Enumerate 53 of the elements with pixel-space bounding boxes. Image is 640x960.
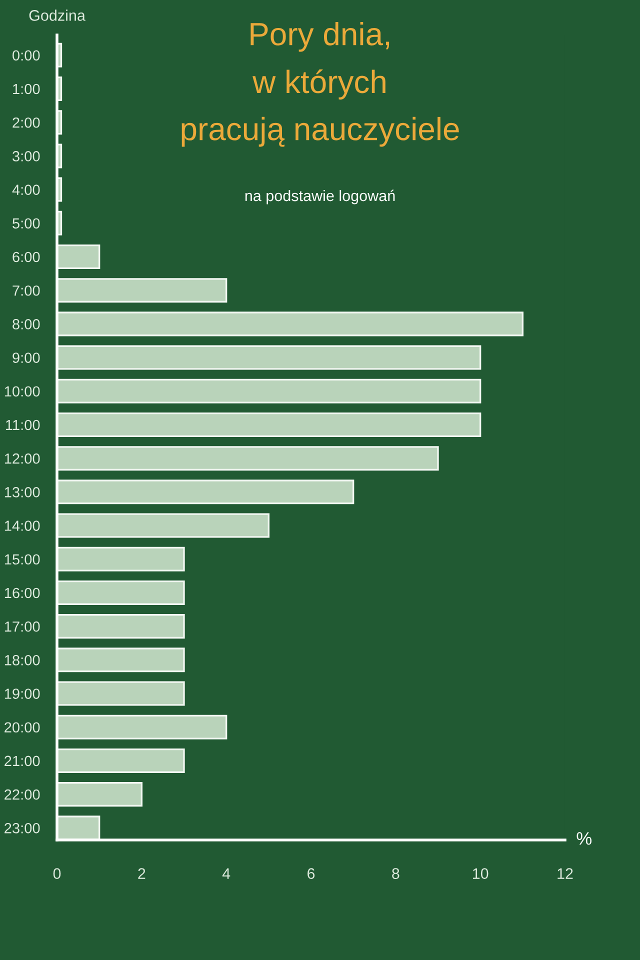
bar	[57, 816, 100, 840]
y-tick-label: 0:00	[12, 50, 40, 61]
x-tick-label: 10	[473, 868, 488, 879]
y-tick-label: 19:00	[4, 688, 40, 699]
y-tick-label: 8:00	[12, 319, 40, 330]
bar	[57, 513, 270, 538]
y-tick-label: 6:00	[12, 252, 40, 262]
text: Pory dnia, w których pracują nauczyciele	[182, 22, 459, 147]
y-tick-label: 3:00	[12, 151, 40, 162]
bar	[57, 312, 524, 336]
x-tick-label: 4	[222, 868, 230, 879]
y-tick-label: 15:00	[4, 554, 40, 565]
x-tick-label: 6	[308, 868, 315, 879]
y-tick-label: 4:00	[12, 184, 40, 195]
y-tick-label: 14:00	[4, 520, 40, 531]
y-tick-label: 22:00	[4, 789, 40, 800]
bar	[57, 546, 185, 572]
bar	[57, 278, 228, 303]
x-tick-label: 0	[53, 868, 61, 879]
y-tick-label: 10:00	[4, 386, 40, 397]
y-tick-label: 23:00	[4, 823, 40, 834]
bar	[57, 345, 482, 370]
bar	[57, 580, 185, 605]
x-axis-title: %	[576, 832, 592, 845]
bar	[57, 378, 482, 404]
y-tick-label: 20:00	[4, 722, 40, 733]
bar	[57, 714, 228, 740]
y-tick-label: 17:00	[4, 621, 40, 632]
bar	[57, 446, 439, 471]
y-tick-label: 21:00	[4, 756, 40, 766]
bar	[57, 614, 185, 639]
bar	[57, 244, 100, 270]
x-tick-label: 12	[558, 868, 573, 879]
y-tick-label: 9:00	[12, 352, 40, 363]
bar	[57, 480, 354, 504]
bar	[57, 412, 482, 437]
y-tick-label: 5:00	[12, 218, 40, 229]
y-tick-label: 12:00	[4, 453, 40, 464]
bar	[57, 748, 185, 773]
y-tick-label: 2:00	[12, 117, 40, 128]
y-tick-label: 11:00	[6, 420, 40, 430]
y-axis-title: Godzina	[29, 10, 86, 21]
bar	[57, 648, 185, 672]
x-tick-label: 8	[392, 868, 400, 879]
y-tick-label: 1:00	[13, 84, 40, 94]
y-tick-label: 13:00	[4, 487, 40, 498]
x-tick-label: 2	[138, 868, 146, 879]
y-tick-label: 18:00	[4, 655, 40, 666]
y-tick-label: 16:00	[4, 588, 40, 598]
bar	[57, 782, 142, 807]
y-tick-label: 7:00	[12, 285, 40, 296]
text: na podstawie logowań	[245, 190, 395, 204]
bar	[57, 681, 185, 706]
